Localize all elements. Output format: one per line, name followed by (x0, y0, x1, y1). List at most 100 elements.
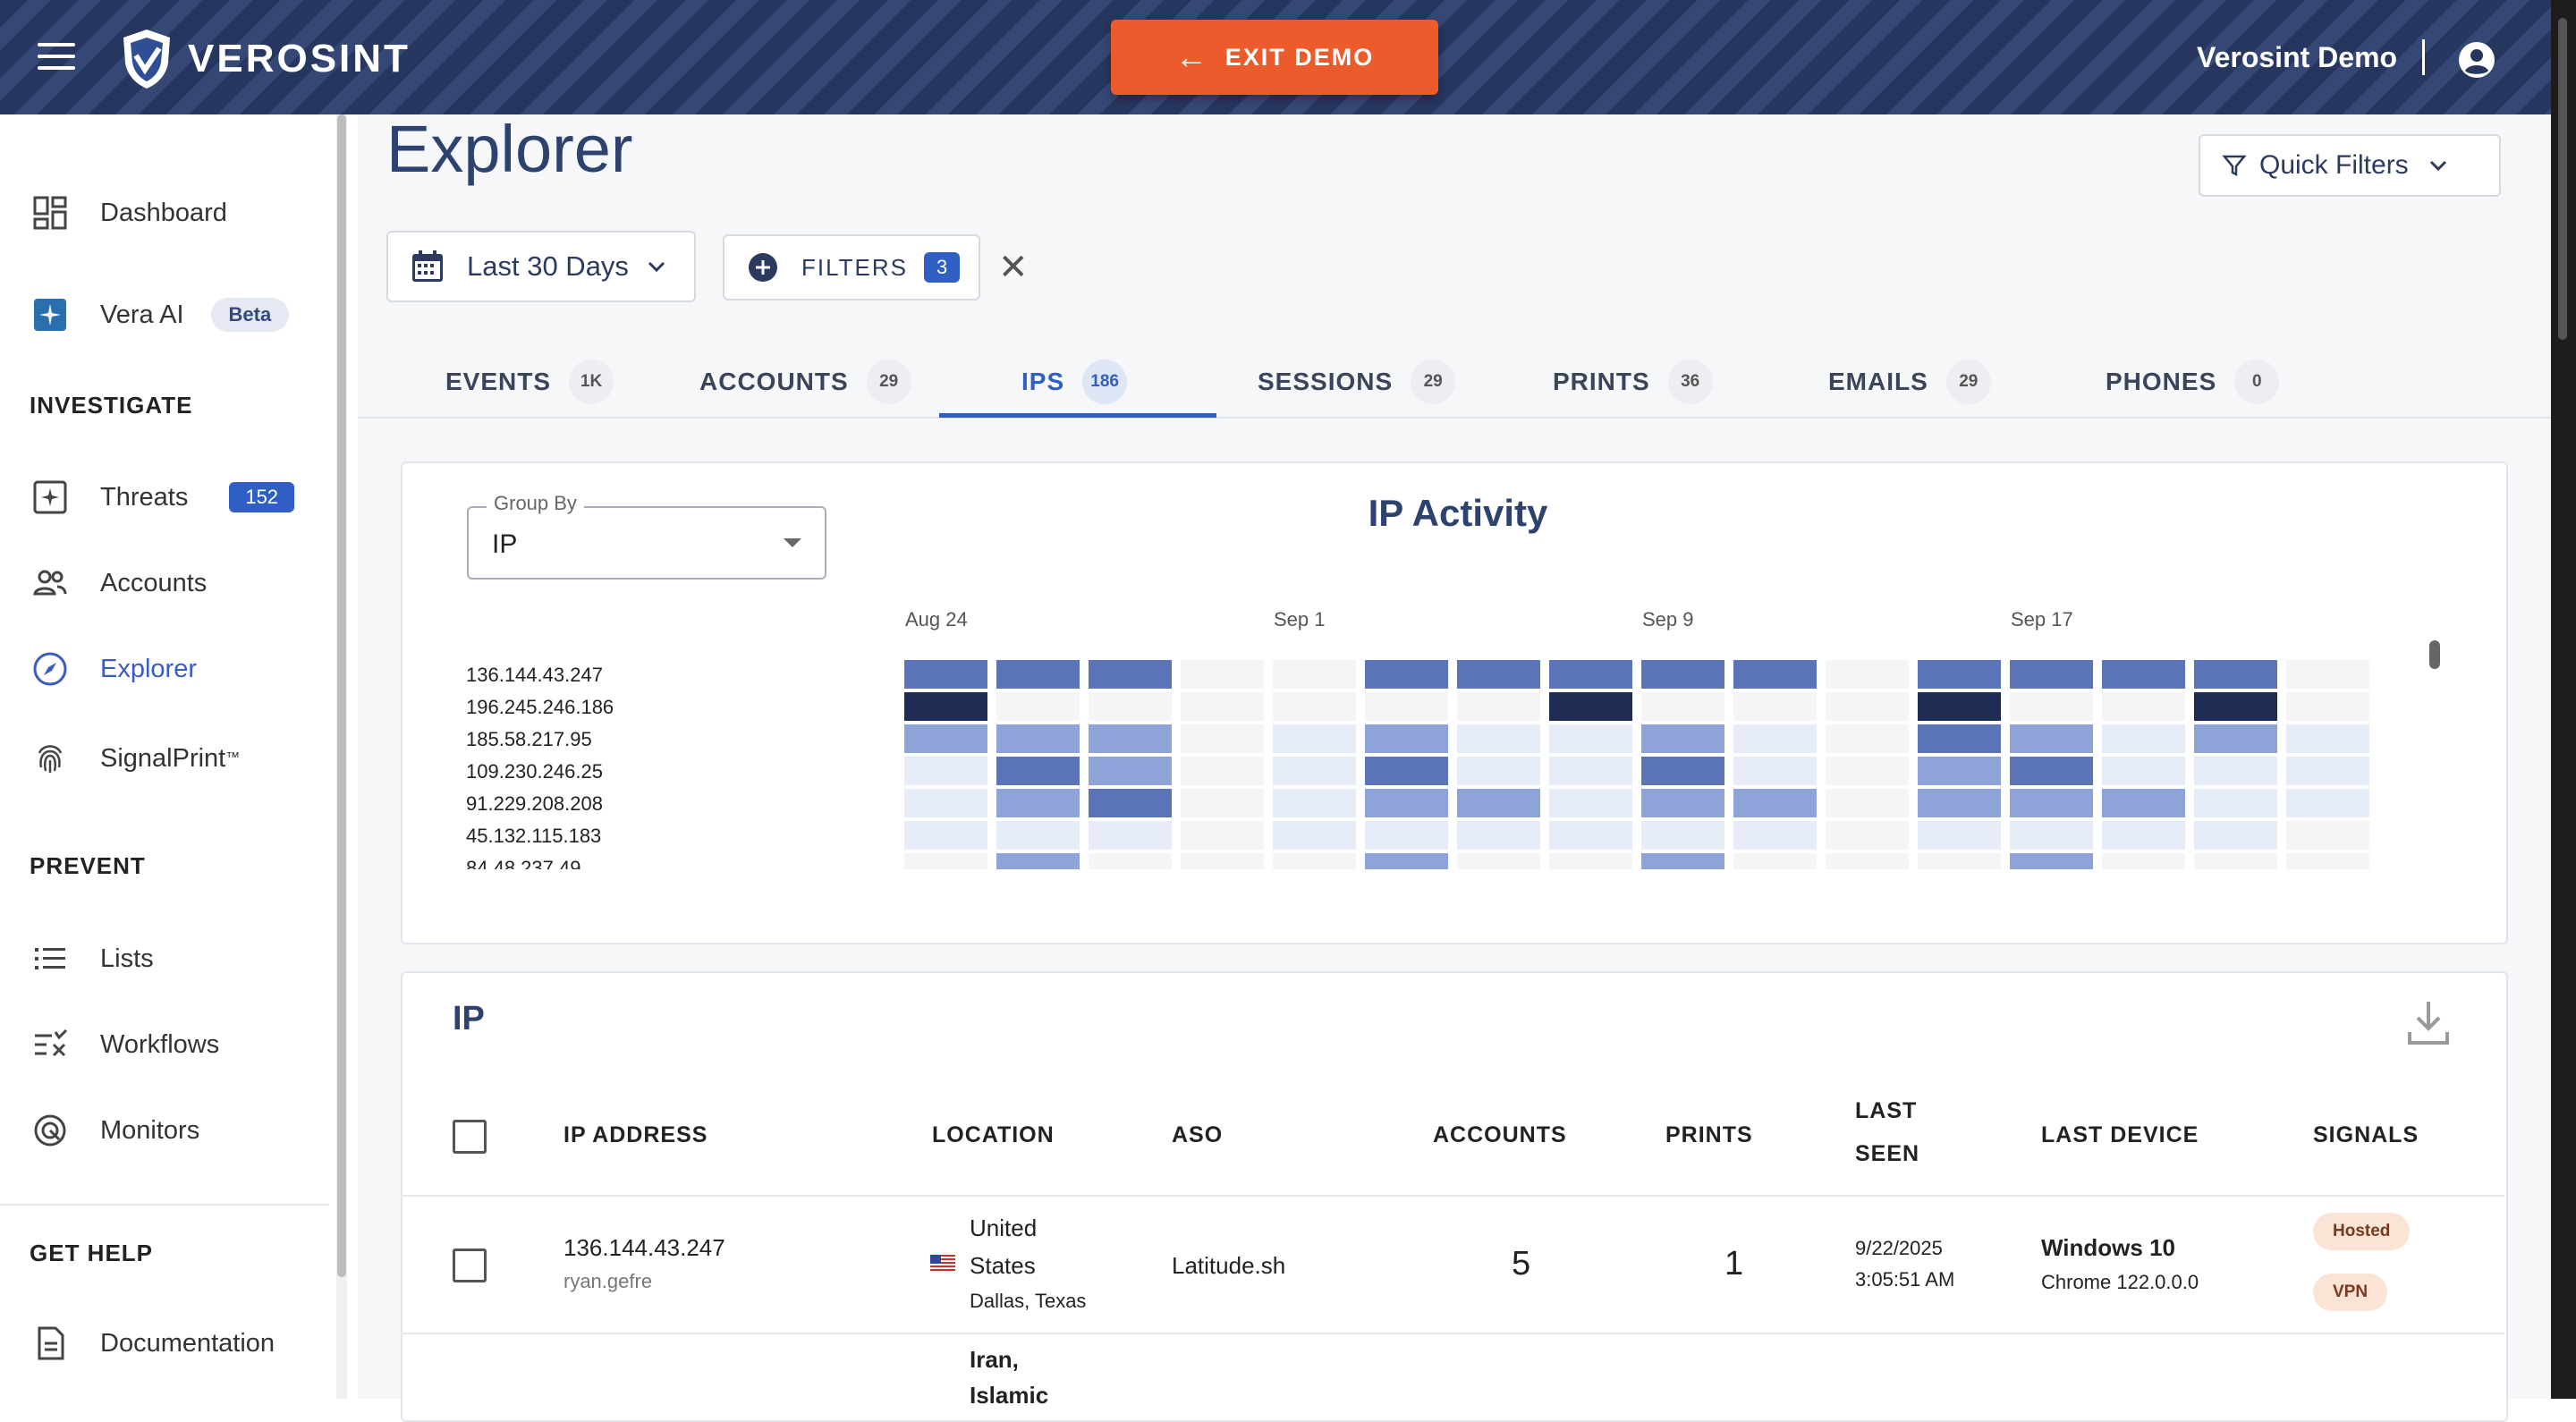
heatmap-cell[interactable] (1826, 692, 1909, 721)
window-scrollbar[interactable] (2551, 0, 2576, 1399)
heatmap-cell[interactable] (1549, 789, 1632, 817)
heatmap-cell[interactable] (904, 821, 987, 850)
heatmap-cell[interactable] (1457, 724, 1540, 753)
heatmap-cell[interactable] (2102, 757, 2185, 785)
heatmap-cell[interactable] (904, 853, 987, 869)
heatmap-cell[interactable] (2102, 821, 2185, 850)
heatmap-cell[interactable] (1273, 757, 1356, 785)
col-signals[interactable]: SIGNALS (2313, 1122, 2419, 1147)
heatmap-cell[interactable] (1181, 757, 1264, 785)
heatmap-cell[interactable] (1826, 724, 1909, 753)
heatmap-cell[interactable] (2010, 692, 2093, 721)
heatmap-cell[interactable] (2194, 692, 2277, 721)
heatmap-cell[interactable] (2286, 821, 2369, 850)
heatmap-cell[interactable] (2286, 724, 2369, 753)
tab-prints[interactable]: PRINTS 36 (1553, 360, 1713, 404)
heatmap-cell[interactable] (1089, 821, 1172, 850)
heatmap-cell[interactable] (904, 757, 987, 785)
heatmap-cell[interactable] (1733, 660, 1817, 689)
download-icon[interactable] (2406, 998, 2451, 1046)
sidebar-item-documentation[interactable]: Documentation (30, 1324, 275, 1363)
row-checkbox[interactable] (453, 1248, 487, 1282)
heatmap-cell[interactable] (1089, 692, 1172, 721)
heatmap-cell[interactable] (2010, 853, 2093, 869)
heatmap-cell[interactable] (1826, 757, 1909, 785)
heatmap-cell[interactable] (996, 757, 1080, 785)
tab-sessions[interactable]: SESSIONS 29 (1258, 360, 1456, 404)
heatmap-cell[interactable] (1181, 821, 1264, 850)
heatmap-cell[interactable] (996, 821, 1080, 850)
quick-filters-button[interactable]: Quick Filters (2199, 134, 2501, 197)
heatmap-cell[interactable] (2010, 724, 2093, 753)
sidebar-item-dashboard[interactable]: Dashboard (30, 193, 227, 233)
filters-button[interactable]: FILTERS 3 (723, 234, 980, 300)
exit-demo-button[interactable]: ← EXIT DEMO (1111, 20, 1438, 95)
heatmap-cell[interactable] (1273, 821, 1356, 850)
heatmap-cell[interactable] (1641, 692, 1724, 721)
heatmap-cell[interactable] (904, 692, 987, 721)
sidebar-item-signalprint[interactable]: SignalPrint ™ (30, 739, 240, 778)
heatmap-cell[interactable] (1181, 789, 1264, 817)
heatmap-cell[interactable] (996, 789, 1080, 817)
tab-events[interactable]: EVENTS 1K (445, 360, 614, 404)
heatmap-cell[interactable] (1918, 821, 2001, 850)
heatmap-cell[interactable] (1918, 660, 2001, 689)
clear-filters-icon[interactable]: ✕ (998, 248, 1029, 287)
col-last-seen-2[interactable]: SEEN (1855, 1141, 1920, 1166)
col-aso[interactable]: ASO (1172, 1122, 1224, 1147)
heatmap-cell[interactable] (2010, 789, 2093, 817)
heatmap-cell[interactable] (2286, 789, 2369, 817)
heatmap-cell[interactable] (2194, 853, 2277, 869)
heatmap-cell[interactable] (1826, 660, 1909, 689)
heatmap-cell[interactable] (1641, 789, 1724, 817)
heatmap-cell[interactable] (1918, 789, 2001, 817)
heatmap-cell[interactable] (1181, 724, 1264, 753)
heatmap-cell[interactable] (996, 692, 1080, 721)
heatmap-cell[interactable] (1549, 757, 1632, 785)
col-last-seen[interactable]: LAST (1855, 1098, 1918, 1123)
heatmap-cell[interactable] (996, 660, 1080, 689)
sidebar-item-explorer[interactable]: Explorer (30, 649, 197, 689)
tab-ips[interactable]: IPS 186 (1021, 360, 1128, 404)
heatmap-cell[interactable] (1365, 660, 1448, 689)
heatmap-cell[interactable] (1273, 853, 1356, 869)
heatmap-cell[interactable] (2102, 853, 2185, 869)
heatmap-cell[interactable] (1549, 724, 1632, 753)
heatmap-cell[interactable] (1181, 853, 1264, 869)
heatmap-cell[interactable] (1457, 757, 1540, 785)
heatmap-cell[interactable] (1365, 757, 1448, 785)
heatmap-cell[interactable] (1641, 757, 1724, 785)
heatmap-cell[interactable] (1918, 724, 2001, 753)
heatmap-cell[interactable] (2194, 724, 2277, 753)
heatmap-cell[interactable] (1365, 853, 1448, 869)
heatmap-cell[interactable] (904, 660, 987, 689)
heatmap-cell[interactable] (1365, 692, 1448, 721)
heatmap-cell[interactable] (1089, 724, 1172, 753)
heatmap-cell[interactable] (1549, 660, 1632, 689)
heatmap-cell[interactable] (2194, 660, 2277, 689)
heatmap-cell[interactable] (904, 724, 987, 753)
heatmap-cell[interactable] (1273, 692, 1356, 721)
heatmap-cell[interactable] (1365, 821, 1448, 850)
heatmap-cell[interactable] (1549, 821, 1632, 850)
heatmap-cell[interactable] (2102, 789, 2185, 817)
heatmap-cell[interactable] (1089, 660, 1172, 689)
heatmap-cell[interactable] (2102, 660, 2185, 689)
sidebar-item-monitors[interactable]: Monitors (30, 1111, 199, 1150)
sidebar-scrollbar[interactable] (336, 114, 347, 1399)
heatmap-cell[interactable] (1733, 853, 1817, 869)
tab-accounts[interactable]: ACCOUNTS 29 (699, 360, 911, 404)
col-location[interactable]: LOCATION (932, 1122, 1055, 1147)
heatmap-cell[interactable] (1089, 789, 1172, 817)
heatmap-cell[interactable] (2010, 757, 2093, 785)
sidebar-item-lists[interactable]: Lists (30, 939, 154, 978)
heatmap-cell[interactable] (1273, 724, 1356, 753)
heatmap-cell[interactable] (1918, 853, 2001, 869)
heatmap-cell[interactable] (1089, 853, 1172, 869)
heatmap-cell[interactable] (2286, 660, 2369, 689)
heatmap-cell[interactable] (1918, 692, 2001, 721)
select-all-checkbox[interactable] (453, 1120, 487, 1154)
heatmap-cell[interactable] (1733, 692, 1817, 721)
heatmap-cell[interactable] (2194, 821, 2277, 850)
heatmap-cell[interactable] (2194, 789, 2277, 817)
